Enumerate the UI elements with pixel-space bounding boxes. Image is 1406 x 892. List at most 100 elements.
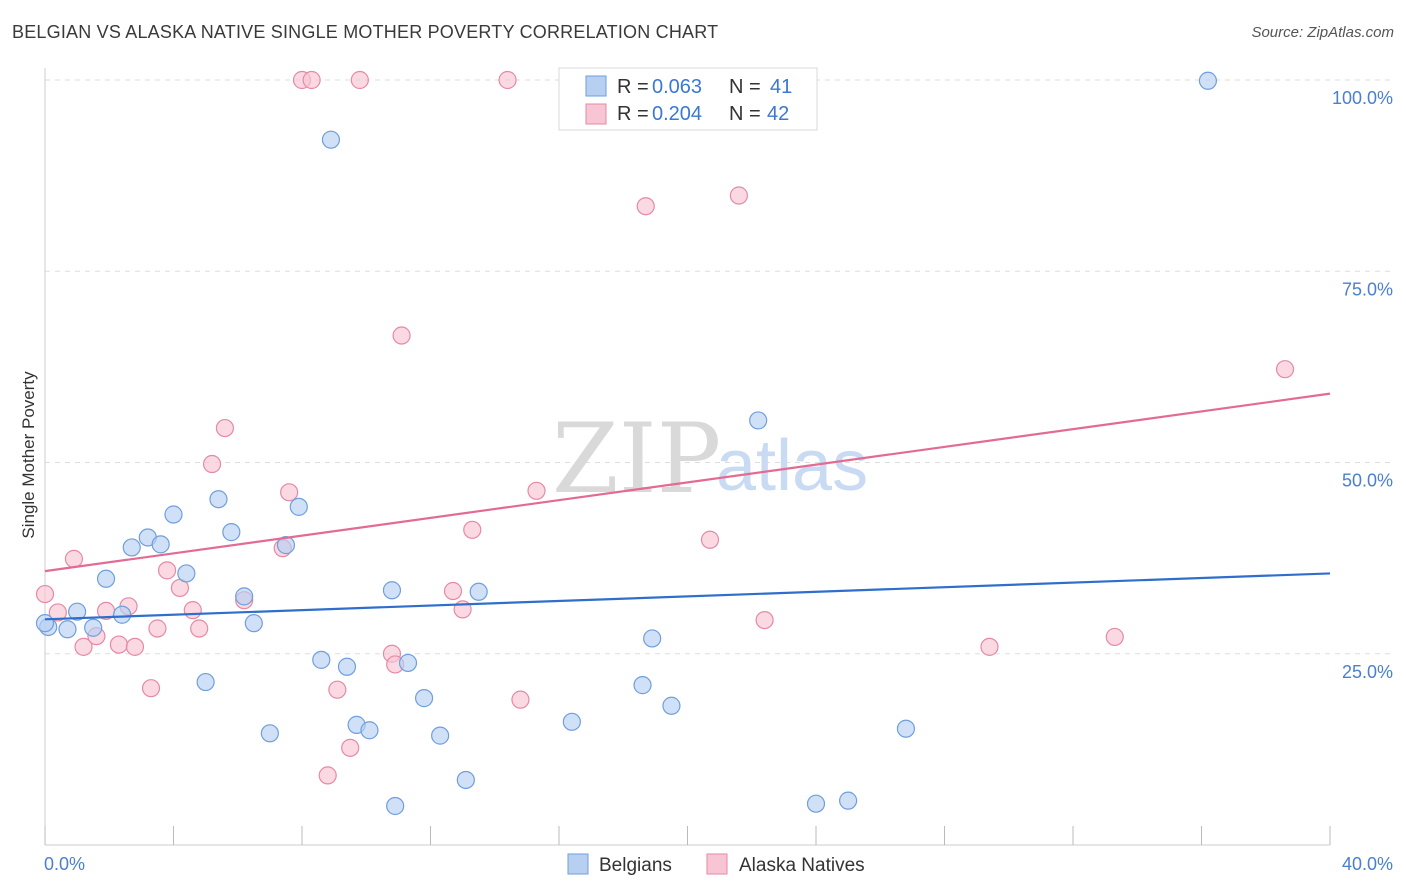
belgian-point-18	[276, 536, 296, 555]
alaska-point-36	[636, 197, 655, 216]
x-tick-labels: 0.0% 40.0%	[44, 854, 1393, 874]
alaska-point-15	[190, 619, 209, 638]
trend-lines	[44, 392, 1331, 621]
alaska-point-11	[148, 619, 167, 638]
legend-n-label-1: N =	[729, 76, 761, 98]
trend-line-alaska	[44, 392, 1331, 573]
belgian-point-7	[122, 538, 141, 557]
alaska-point-10	[141, 679, 161, 698]
belgian-point-12	[196, 672, 215, 692]
alaska-point-38	[729, 186, 749, 205]
belgian-point-28	[414, 689, 434, 708]
alaska-point-1	[35, 584, 55, 604]
alaska-point-42	[1275, 360, 1295, 379]
belgian-point-25	[382, 581, 402, 600]
alaska-point-40	[980, 637, 999, 656]
belgian-point-26	[386, 796, 405, 816]
y-axis-title: Single Mother Poverty	[19, 371, 38, 539]
legend-r-value-1: 0.063	[652, 76, 702, 98]
belgian-point-10	[164, 505, 183, 524]
alaska-point-12	[157, 561, 177, 580]
alaska-point-2	[48, 603, 67, 622]
alaska-point-4	[74, 637, 93, 656]
y-tick-label-4: 100.0%	[1332, 88, 1393, 108]
belgian-point-5	[96, 569, 116, 588]
y-tick-labels: 25.0% 50.0% 75.0% 100.0%	[1332, 88, 1393, 682]
belgian-point-32	[562, 712, 581, 731]
belgian-point-17	[260, 724, 279, 743]
alaska-point-35	[527, 481, 546, 500]
legend-swatch-alaska	[585, 103, 607, 125]
alaska-point-17	[215, 418, 234, 438]
belgian-point-30	[456, 770, 475, 790]
alaska-point-22	[302, 70, 321, 90]
belgian-point-4	[84, 618, 103, 637]
trend-line-belgians	[44, 572, 1331, 621]
alaska-point-20	[280, 483, 299, 502]
belgian-point-16	[244, 614, 263, 633]
belgian-point-13	[209, 490, 228, 509]
alaska-point-32	[463, 520, 482, 539]
alaska-point-7	[109, 635, 128, 654]
legend-r-label-1: R =	[617, 76, 649, 98]
belgian-point-11	[177, 564, 196, 583]
correlation-legend: R = 0.063 N = 41 R = 0.204 N = 42	[558, 67, 818, 131]
y-tick-label-3: 75.0%	[1342, 279, 1393, 299]
bottom-legend-swatch-alaska	[706, 853, 728, 875]
alaska-point-24	[328, 680, 347, 699]
bottom-legend-belgians: Belgians	[599, 855, 672, 876]
alaska-point-39	[755, 610, 774, 630]
belgian-point-9	[151, 535, 170, 554]
alaska-point-16	[202, 454, 222, 474]
series-legend: Belgians Alaska Natives	[567, 853, 865, 876]
legend-n-label-2: N =	[729, 103, 761, 125]
series-belgians	[35, 71, 1218, 816]
legend-r-label-2: R =	[617, 103, 649, 125]
belgian-point-31	[469, 582, 488, 601]
source-credit: Source: ZipAtlas.com	[1251, 24, 1394, 41]
belgian-point-38	[839, 791, 858, 810]
alaska-point-34	[511, 690, 530, 709]
belgian-point-37	[806, 794, 826, 813]
belgian-point-35	[662, 696, 681, 715]
x-tick-label-1: 0.0%	[44, 854, 85, 874]
alaska-point-3	[64, 549, 84, 568]
axes	[44, 68, 1331, 846]
alaska-point-25	[341, 738, 360, 757]
belgian-point-41	[35, 614, 55, 633]
legend-n-value-2: 42	[767, 103, 789, 125]
gridlines	[45, 79, 1390, 655]
belgian-point-27	[398, 653, 418, 673]
x-tick-label-2: 40.0%	[1342, 854, 1393, 874]
belgian-point-24	[360, 721, 379, 740]
alaska-point-30	[443, 581, 463, 601]
belgian-point-20	[312, 650, 331, 669]
alaska-point-41	[1105, 627, 1124, 647]
bottom-legend-swatch-belgians	[567, 853, 589, 875]
belgian-point-33	[633, 676, 652, 695]
belgian-point-39	[896, 719, 916, 738]
alaska-point-29	[392, 326, 411, 345]
belgian-point-14	[222, 523, 241, 542]
legend-swatch-belgians	[585, 75, 607, 97]
belgian-point-15	[235, 587, 254, 606]
legend-r-value-2: 0.204	[652, 103, 702, 125]
chart-title: BELGIAN VS ALASKA NATIVE SINGLE MOTHER P…	[12, 22, 719, 42]
belgian-point-19	[289, 497, 308, 516]
alaska-point-9	[125, 637, 145, 656]
alaska-point-26	[350, 70, 369, 90]
y-tick-label-2: 50.0%	[1342, 471, 1393, 491]
belgian-point-29	[431, 726, 450, 745]
belgian-point-2	[58, 620, 77, 639]
belgian-point-6	[112, 605, 132, 624]
belgian-point-40	[1198, 71, 1218, 90]
watermark: ZIP atlas	[552, 403, 868, 515]
belgian-point-22	[337, 657, 357, 676]
alaska-point-33	[498, 70, 517, 90]
bottom-legend-alaska: Alaska Natives	[739, 855, 865, 876]
y-tick-label-1: 25.0%	[1342, 662, 1393, 682]
belgian-point-21	[321, 130, 341, 149]
alaska-point-23	[318, 766, 337, 785]
legend-n-value-1: 41	[770, 76, 792, 98]
